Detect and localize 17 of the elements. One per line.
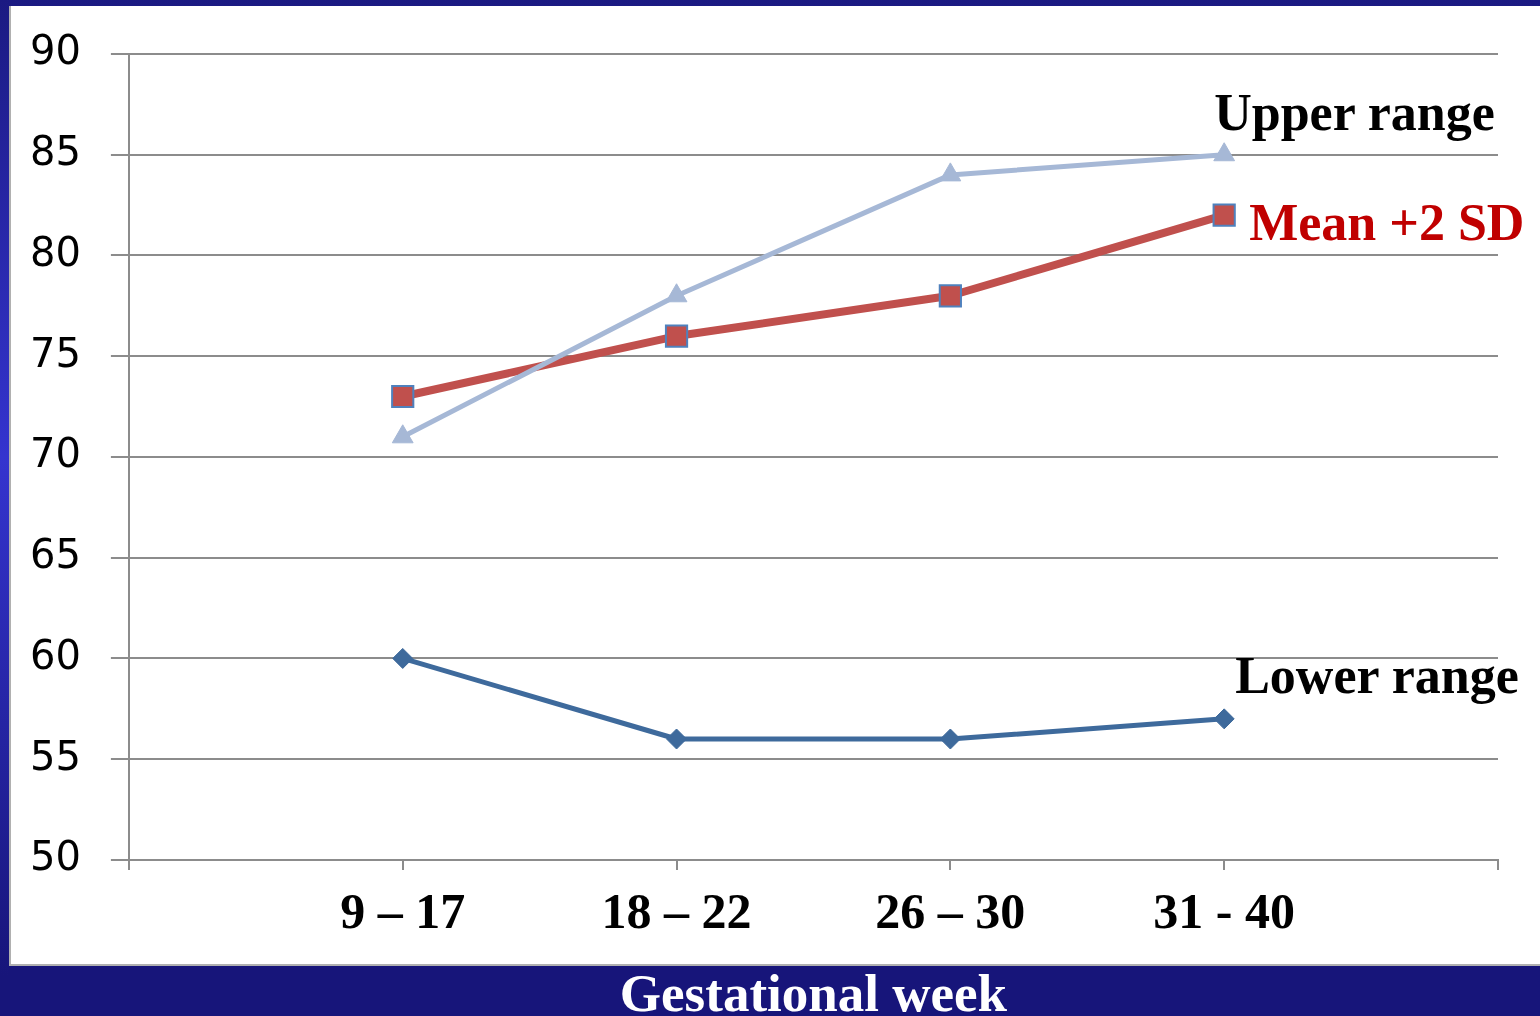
- x-tick-label: 18 – 22: [601, 883, 752, 940]
- series-label: Lower range: [1235, 647, 1519, 705]
- y-tick-label: 70: [29, 430, 81, 477]
- x-tick-label: 9 – 17: [340, 883, 466, 940]
- x-tick-label: 26 – 30: [875, 883, 1026, 940]
- y-tick-label: 65: [29, 531, 81, 578]
- series-label: Upper range: [1214, 84, 1495, 142]
- y-tick-label: 60: [29, 631, 81, 678]
- y-tick-label: 50: [29, 833, 81, 880]
- y-tick-label: 90: [29, 27, 81, 74]
- series-label: Mean +2 SD: [1249, 193, 1525, 251]
- y-tick-label: 75: [29, 329, 81, 376]
- x-axis-title: Gestational week: [619, 964, 1008, 1016]
- y-tick-label: 55: [29, 732, 81, 779]
- x-tick-label: 31 - 40: [1153, 883, 1296, 940]
- y-tick-label: 85: [29, 128, 81, 175]
- y-tick-label: 80: [29, 228, 81, 275]
